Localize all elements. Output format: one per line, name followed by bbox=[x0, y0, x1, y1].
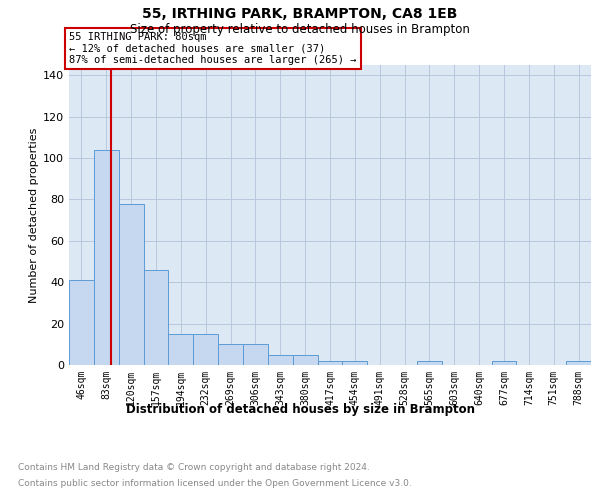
Bar bbox=[193, 334, 218, 365]
Text: 55, IRTHING PARK, BRAMPTON, CA8 1EB: 55, IRTHING PARK, BRAMPTON, CA8 1EB bbox=[142, 8, 458, 22]
Text: Contains public sector information licensed under the Open Government Licence v3: Contains public sector information licen… bbox=[18, 479, 412, 488]
Bar bbox=[343, 361, 367, 365]
Text: Size of property relative to detached houses in Brampton: Size of property relative to detached ho… bbox=[130, 22, 470, 36]
Bar bbox=[143, 270, 169, 365]
Bar bbox=[317, 361, 343, 365]
Bar bbox=[243, 344, 268, 365]
Bar bbox=[566, 361, 591, 365]
Bar bbox=[491, 361, 517, 365]
Bar bbox=[268, 354, 293, 365]
Text: 55 IRTHING PARK: 80sqm
← 12% of detached houses are smaller (37)
87% of semi-det: 55 IRTHING PARK: 80sqm ← 12% of detached… bbox=[69, 32, 356, 65]
Bar bbox=[417, 361, 442, 365]
Bar bbox=[218, 344, 243, 365]
Bar bbox=[169, 334, 193, 365]
Bar bbox=[69, 280, 94, 365]
Text: Distribution of detached houses by size in Brampton: Distribution of detached houses by size … bbox=[125, 402, 475, 415]
Bar bbox=[293, 354, 317, 365]
Text: Contains HM Land Registry data © Crown copyright and database right 2024.: Contains HM Land Registry data © Crown c… bbox=[18, 462, 370, 471]
Y-axis label: Number of detached properties: Number of detached properties bbox=[29, 128, 39, 302]
Bar bbox=[94, 150, 119, 365]
Bar bbox=[119, 204, 143, 365]
